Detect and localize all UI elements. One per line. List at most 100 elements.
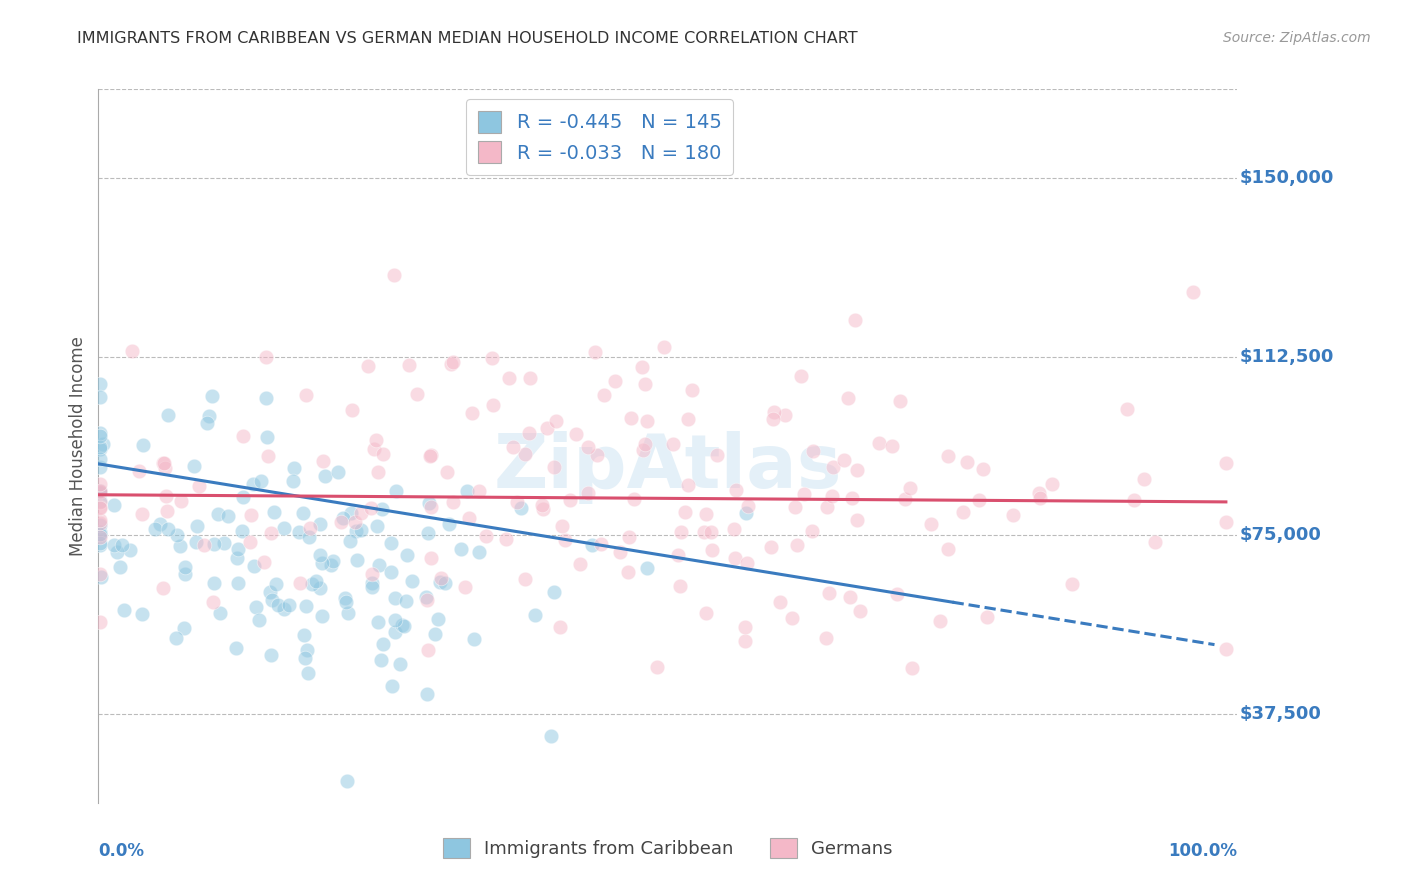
Point xyxy=(952,505,974,519)
Point xyxy=(132,438,155,452)
Point xyxy=(458,511,481,525)
Point xyxy=(569,557,592,571)
Point xyxy=(398,358,420,372)
Point xyxy=(335,594,357,608)
Point xyxy=(89,429,111,443)
Point xyxy=(169,539,191,553)
Point xyxy=(510,500,533,515)
Point xyxy=(723,522,745,536)
Point xyxy=(1028,486,1050,500)
Point xyxy=(165,631,187,645)
Point xyxy=(308,548,330,562)
Point xyxy=(277,598,299,612)
Point xyxy=(576,440,599,454)
Point xyxy=(322,554,344,568)
Point xyxy=(846,462,869,476)
Point xyxy=(292,628,315,642)
Point xyxy=(193,538,215,552)
Point xyxy=(226,542,249,557)
Point xyxy=(89,485,111,500)
Point xyxy=(401,574,423,589)
Point xyxy=(311,556,333,570)
Point xyxy=(240,508,263,523)
Point xyxy=(702,543,724,558)
Point xyxy=(531,502,554,516)
Point xyxy=(392,619,415,633)
Point xyxy=(889,393,911,408)
Point xyxy=(174,566,197,581)
Point xyxy=(152,581,174,595)
Point xyxy=(91,437,114,451)
Point xyxy=(281,475,304,489)
Point xyxy=(581,538,603,552)
Point xyxy=(583,345,606,359)
Point xyxy=(481,351,503,365)
Point xyxy=(415,593,437,607)
Point xyxy=(287,524,309,539)
Point xyxy=(773,408,796,422)
Point xyxy=(695,508,717,522)
Point xyxy=(894,492,917,507)
Point xyxy=(156,504,179,518)
Point xyxy=(1115,402,1137,417)
Point xyxy=(295,643,318,657)
Point xyxy=(543,460,565,475)
Point xyxy=(89,536,111,550)
Point xyxy=(89,525,111,540)
Point xyxy=(441,354,464,368)
Point xyxy=(560,492,582,507)
Point xyxy=(361,566,384,581)
Point xyxy=(676,477,699,491)
Point xyxy=(441,495,464,509)
Point xyxy=(433,576,456,591)
Point xyxy=(208,606,231,620)
Point xyxy=(260,525,283,540)
Point xyxy=(267,599,290,613)
Point xyxy=(418,496,440,510)
Point xyxy=(609,545,631,559)
Point xyxy=(217,508,239,523)
Point xyxy=(157,408,180,422)
Point xyxy=(249,474,271,488)
Point xyxy=(763,405,786,419)
Point xyxy=(297,665,319,680)
Text: ZipAtlas: ZipAtlas xyxy=(494,431,842,504)
Point xyxy=(576,486,599,500)
Point xyxy=(565,427,588,442)
Point xyxy=(239,535,262,549)
Point xyxy=(384,591,406,605)
Point xyxy=(202,576,225,591)
Point xyxy=(620,411,643,425)
Point xyxy=(143,522,166,536)
Point xyxy=(669,524,692,539)
Point xyxy=(495,533,517,547)
Point xyxy=(668,579,690,593)
Point xyxy=(173,622,195,636)
Point xyxy=(273,602,295,616)
Point xyxy=(605,374,627,388)
Point xyxy=(330,515,353,529)
Point xyxy=(89,500,111,515)
Point xyxy=(346,553,368,567)
Point xyxy=(370,653,392,667)
Point xyxy=(416,687,439,701)
Point xyxy=(89,500,111,514)
Point xyxy=(395,593,418,607)
Point xyxy=(340,403,363,417)
Point xyxy=(821,489,844,503)
Point xyxy=(380,565,402,579)
Point xyxy=(384,484,406,499)
Point xyxy=(356,359,378,373)
Point xyxy=(481,398,503,412)
Point xyxy=(225,640,247,655)
Text: 0.0%: 0.0% xyxy=(98,842,145,860)
Legend: Immigrants from Caribbean, Germans: Immigrants from Caribbean, Germans xyxy=(436,830,900,865)
Point xyxy=(263,505,285,519)
Point xyxy=(1001,508,1024,523)
Point xyxy=(898,481,921,495)
Point xyxy=(678,412,700,426)
Point xyxy=(593,388,616,402)
Point xyxy=(326,465,349,479)
Point xyxy=(366,434,388,448)
Point xyxy=(673,505,696,519)
